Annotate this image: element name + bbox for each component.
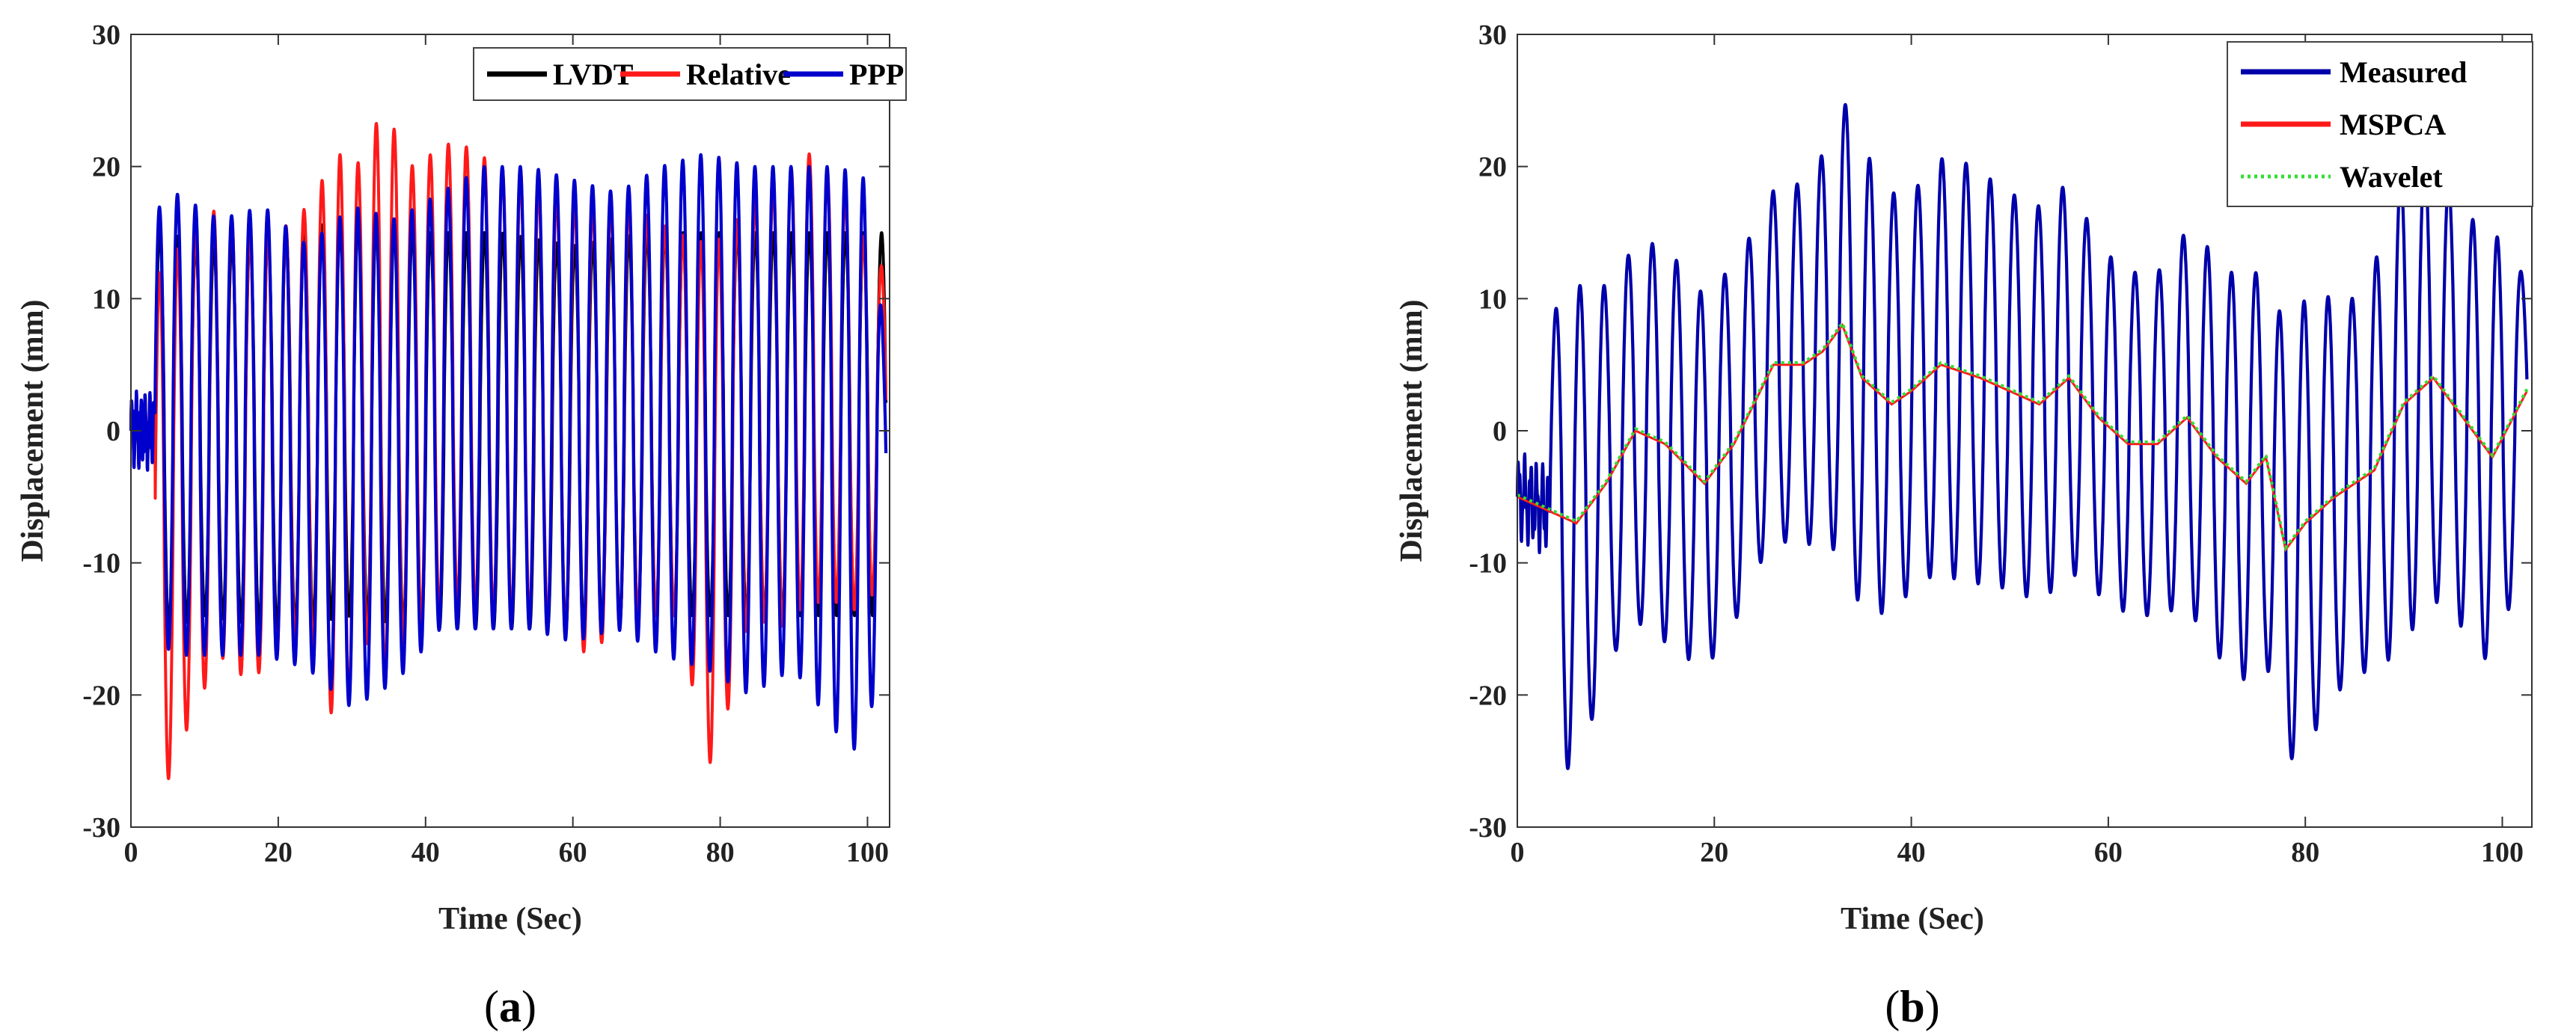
x-tick-label: 40 <box>412 837 440 868</box>
y-tick-label: -30 <box>82 812 120 844</box>
legend-label-measured: Measured <box>2340 55 2467 89</box>
panel-label-a: (a) <box>484 982 536 1031</box>
legend-label-lvdt: LVDT <box>553 58 634 91</box>
legend-b: Measured MSPCA Wavelet <box>2227 41 2533 207</box>
y-tick-label: 20 <box>92 152 120 183</box>
series-line-measured <box>1515 102 2529 770</box>
x-axis-label-a: Time (Sec) <box>438 902 582 936</box>
x-tick-label: 20 <box>1700 837 1728 868</box>
x-tick-label: 20 <box>264 837 293 868</box>
x-tick-label: 80 <box>706 837 735 868</box>
series-layer-b <box>1515 102 2529 770</box>
y-tick-label: 20 <box>1478 152 1507 183</box>
legend-a: LVDT Relative PPP <box>473 47 907 101</box>
x-axis-label-b: Time (Sec) <box>1841 902 1984 936</box>
y-tick-label: 10 <box>1478 283 1507 315</box>
x-tick-label: 40 <box>1897 837 1926 868</box>
y-tick-label: 30 <box>1478 19 1507 51</box>
legend-label-wavelet: Wavelet <box>2340 160 2443 194</box>
x-tick-label: 80 <box>2291 837 2319 868</box>
y-tick-label: 30 <box>92 19 120 51</box>
y-tick-label: -20 <box>82 680 120 711</box>
y-tick-label: -20 <box>1469 680 1507 711</box>
axes-b <box>1517 34 2533 828</box>
series-line-mspca <box>1517 322 2528 553</box>
y-tick-label: 0 <box>1493 416 1507 447</box>
legend-label-ppp: PPP <box>849 58 904 91</box>
x-tick-label: 0 <box>124 837 138 868</box>
y-axis-label-b: Displacement (mm) <box>1395 299 1429 562</box>
y-tick-label: 0 <box>106 416 120 447</box>
x-tick-label: 100 <box>2481 837 2524 868</box>
y-tick-label: -30 <box>1469 812 1507 844</box>
series-layer-a <box>129 122 888 781</box>
x-tick-label: 0 <box>1511 837 1525 868</box>
panel-label-b: (b) <box>1885 982 1939 1031</box>
y-tick-label: 10 <box>92 283 120 315</box>
tick-labels-a: 0 20 40 60 80 100 -30 -20 -10 0 10 20 30 <box>82 19 889 868</box>
x-tick-label: 100 <box>846 837 889 868</box>
y-axis-label-a: Displacement (mm) <box>16 299 50 562</box>
series-line-ppp <box>129 153 888 751</box>
legend-label-relative: Relative <box>686 58 791 91</box>
x-tick-label: 60 <box>559 837 587 868</box>
axes-a <box>130 34 890 828</box>
y-tick-label: -10 <box>1469 548 1507 580</box>
tick-labels-b: 0 20 40 60 80 100 -30 -20 -10 0 10 20 30 <box>1469 19 2524 868</box>
x-tick-label: 60 <box>2094 837 2123 868</box>
series-line-wavelet <box>1517 319 2529 552</box>
legend-label-mspca: MSPCA <box>2340 108 2446 141</box>
y-tick-label: -10 <box>82 548 120 580</box>
